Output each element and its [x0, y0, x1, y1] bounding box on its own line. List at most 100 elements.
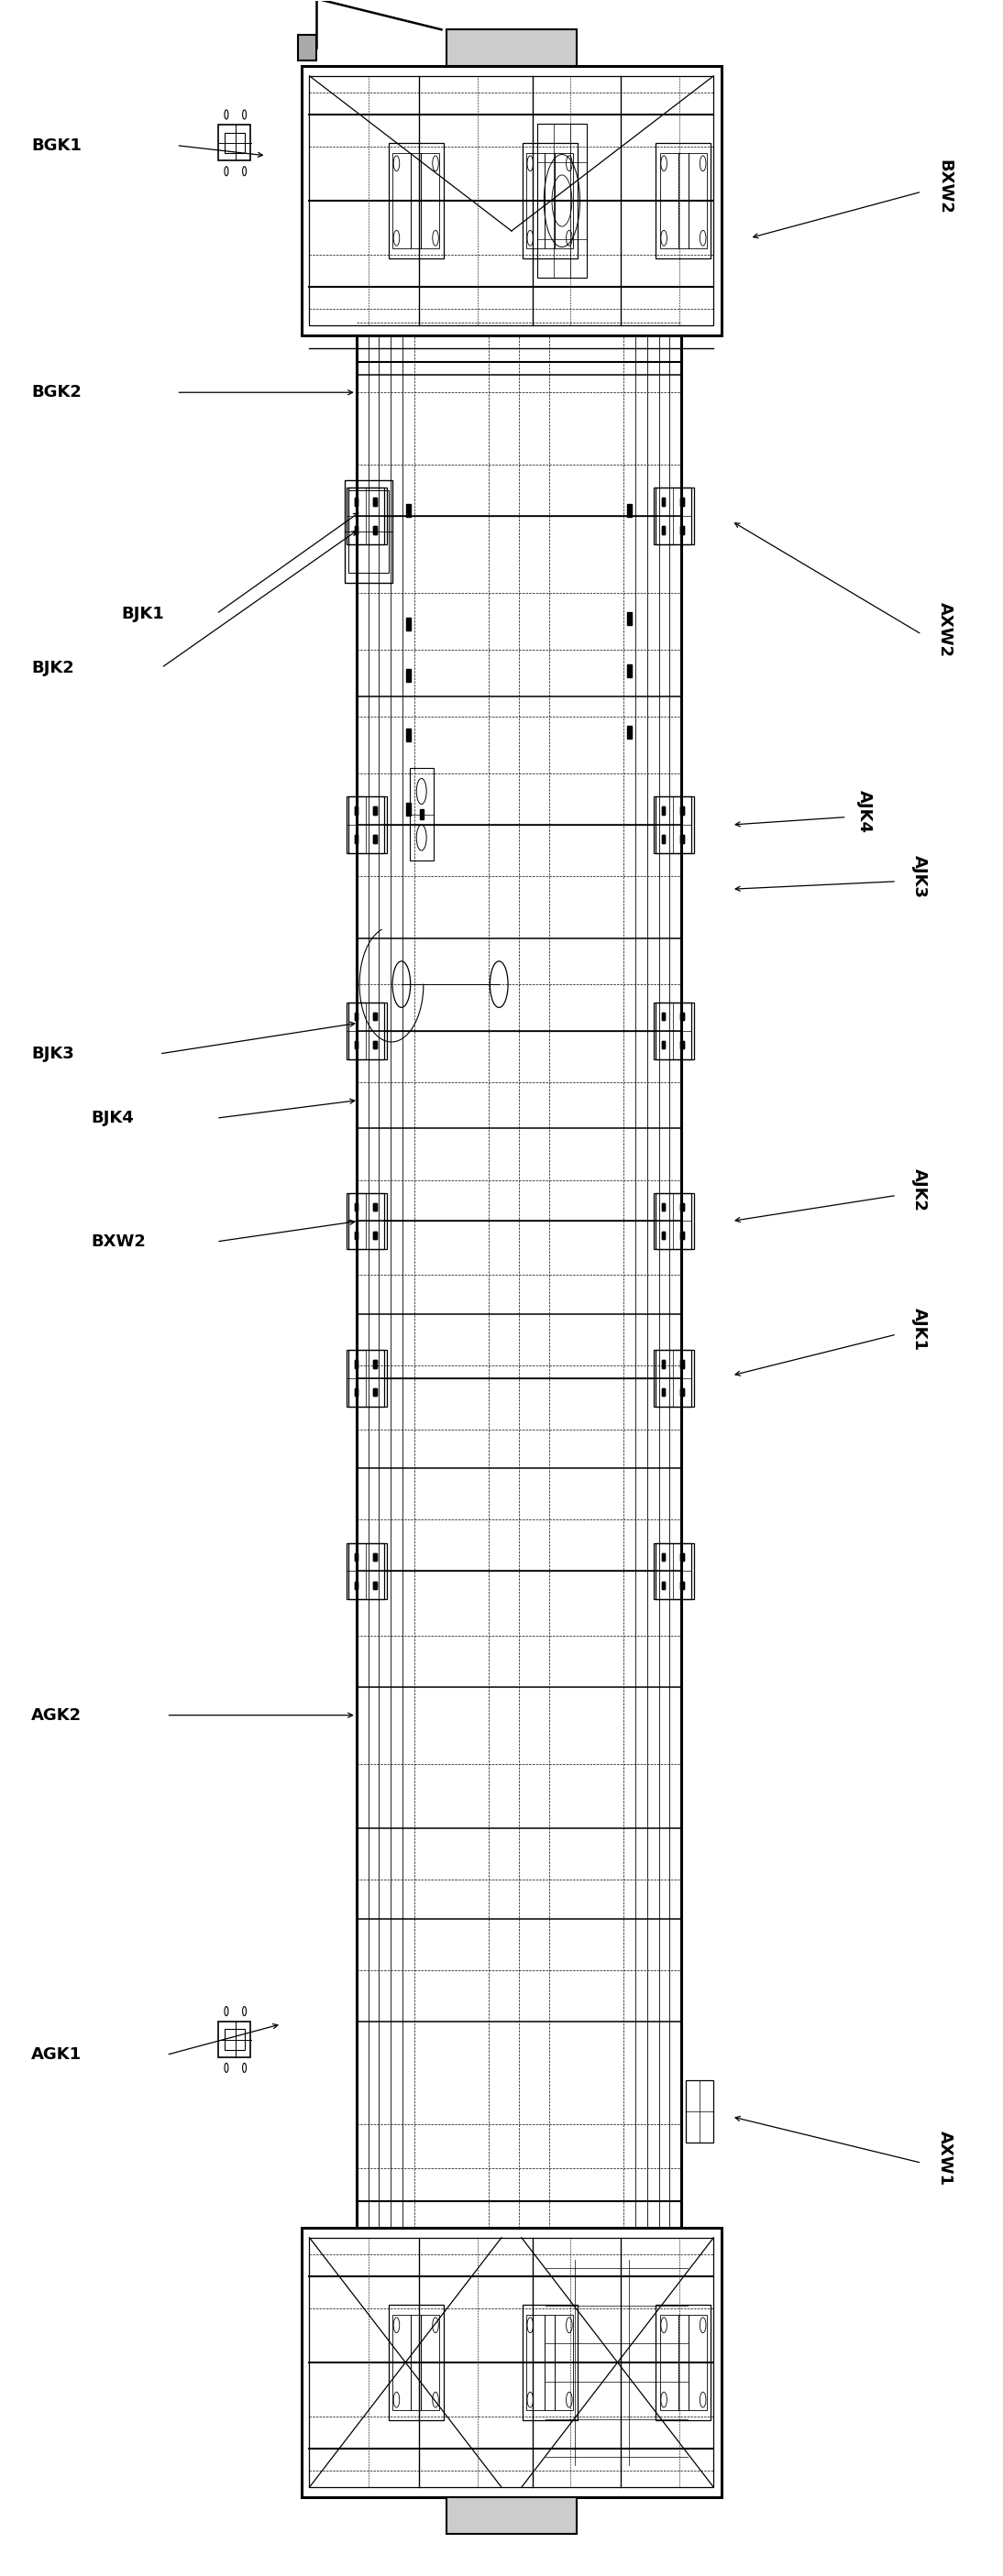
Bar: [373, 1388, 376, 1396]
Bar: [354, 497, 357, 505]
Bar: [354, 1553, 357, 1561]
Bar: [302, 2228, 721, 2499]
Bar: [354, 1553, 357, 1561]
Bar: [681, 526, 684, 533]
Bar: [662, 1360, 665, 1368]
Bar: [309, 2239, 713, 2488]
Bar: [660, 2316, 707, 2411]
Bar: [627, 726, 632, 739]
Bar: [627, 505, 632, 518]
Bar: [446, 2499, 577, 2535]
Bar: [348, 1350, 386, 1406]
Bar: [354, 1388, 357, 1396]
Bar: [681, 1388, 684, 1396]
Text: AXW2: AXW2: [937, 603, 953, 657]
Bar: [654, 1002, 692, 1059]
Bar: [354, 1582, 357, 1589]
Bar: [662, 1388, 665, 1396]
Bar: [406, 505, 411, 518]
Bar: [373, 835, 376, 842]
Bar: [654, 1350, 692, 1406]
Bar: [354, 1360, 357, 1368]
Bar: [354, 526, 357, 533]
Text: BJK4: BJK4: [91, 1110, 134, 1126]
Bar: [681, 1203, 684, 1211]
Bar: [373, 1582, 376, 1589]
Text: BJK1: BJK1: [121, 605, 164, 621]
Bar: [662, 1041, 665, 1048]
Text: AJK2: AJK2: [912, 1170, 928, 1211]
Bar: [354, 1582, 357, 1589]
Bar: [354, 1203, 357, 1211]
Bar: [392, 2316, 439, 2411]
Bar: [348, 1193, 386, 1249]
Bar: [388, 142, 443, 258]
Bar: [662, 835, 665, 842]
Bar: [219, 2022, 251, 2058]
Bar: [348, 796, 386, 853]
Bar: [373, 1041, 376, 1048]
Bar: [299, 33, 316, 59]
Text: BXW2: BXW2: [91, 1234, 146, 1249]
Bar: [388, 2306, 443, 2421]
Text: BXW2: BXW2: [937, 160, 953, 214]
Text: AJK3: AJK3: [912, 855, 928, 899]
Text: BGK1: BGK1: [31, 137, 81, 155]
Bar: [373, 497, 376, 505]
Bar: [373, 1582, 376, 1589]
Bar: [662, 806, 665, 814]
Bar: [348, 489, 388, 572]
Bar: [662, 526, 665, 533]
Bar: [656, 1002, 694, 1059]
Bar: [527, 2316, 573, 2411]
Bar: [373, 526, 376, 533]
Bar: [373, 1388, 376, 1396]
Bar: [354, 1041, 357, 1048]
Bar: [627, 665, 632, 677]
Bar: [656, 2306, 711, 2421]
Bar: [354, 1041, 357, 1048]
Bar: [302, 64, 721, 335]
Bar: [681, 806, 684, 814]
Bar: [354, 835, 357, 842]
Bar: [681, 1582, 684, 1589]
Bar: [681, 1388, 684, 1396]
Bar: [656, 1193, 694, 1249]
Bar: [346, 1002, 384, 1059]
Bar: [656, 142, 711, 258]
Bar: [662, 1012, 665, 1020]
Bar: [681, 1582, 684, 1589]
Bar: [662, 1582, 665, 1589]
Bar: [662, 1360, 665, 1368]
Bar: [373, 1360, 376, 1368]
Bar: [681, 1012, 684, 1020]
Bar: [681, 1231, 684, 1239]
Bar: [662, 1582, 665, 1589]
Bar: [373, 1553, 376, 1561]
Bar: [662, 1231, 665, 1239]
Bar: [354, 1231, 357, 1239]
Bar: [681, 1203, 684, 1211]
Bar: [373, 1203, 376, 1211]
Bar: [344, 479, 392, 582]
Bar: [662, 1231, 665, 1239]
Bar: [392, 152, 439, 247]
Bar: [662, 497, 665, 505]
Bar: [627, 613, 632, 626]
Bar: [348, 1002, 386, 1059]
Bar: [523, 142, 577, 258]
Text: AXW1: AXW1: [937, 2130, 953, 2184]
Bar: [662, 1203, 665, 1211]
Bar: [662, 1388, 665, 1396]
Bar: [686, 2081, 713, 2143]
Bar: [373, 1041, 376, 1048]
Bar: [656, 1543, 694, 1600]
Bar: [681, 835, 684, 842]
Bar: [373, 806, 376, 814]
Bar: [309, 75, 713, 325]
Bar: [373, 835, 376, 842]
Bar: [656, 487, 694, 544]
Bar: [348, 487, 386, 544]
Bar: [681, 1231, 684, 1239]
Bar: [354, 1360, 357, 1368]
